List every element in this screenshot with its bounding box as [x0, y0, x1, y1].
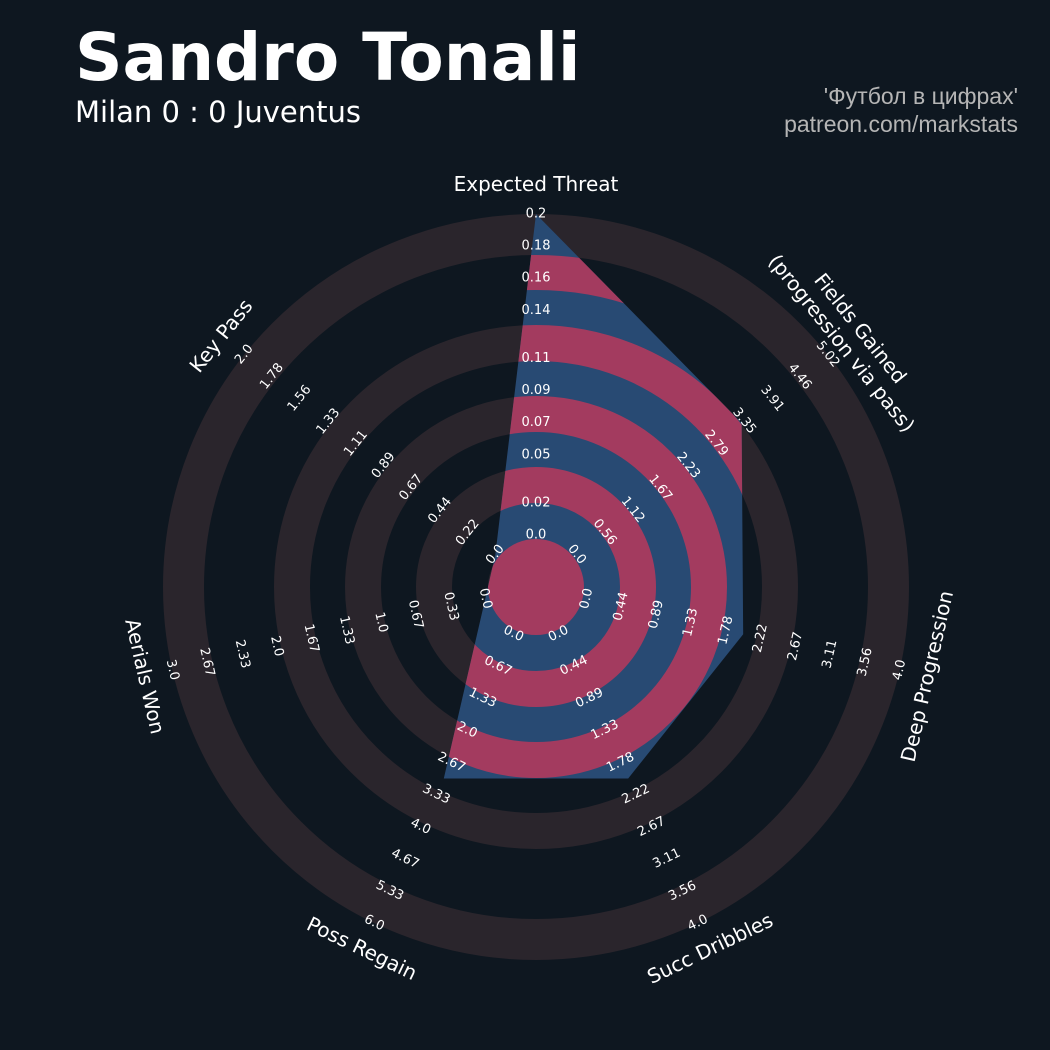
- tick-label: 2.67: [196, 646, 217, 678]
- tick-label: 0.18: [522, 239, 551, 254]
- tick-label: 0.07: [522, 415, 551, 430]
- tick-label: 0.16: [522, 271, 551, 286]
- tick-label: 0.05: [522, 447, 551, 462]
- tick-label: 1.67: [301, 623, 322, 655]
- tick-label: 2.22: [750, 622, 771, 654]
- tick-label: 2.0: [267, 634, 286, 658]
- tick-label: 0.0: [577, 587, 596, 611]
- tick-label: 0.89: [646, 599, 667, 631]
- highlight-ring: [443, 396, 727, 778]
- highlight-ring: [488, 539, 584, 635]
- tick-label: 0.33: [440, 591, 461, 623]
- axis-label: Expected Threat: [454, 172, 619, 196]
- tick-label: 2.67: [785, 630, 806, 662]
- credit: 'Футбол в цифрах': [824, 83, 1018, 109]
- highlight-ring: [443, 467, 656, 707]
- tick-label: 0.09: [522, 383, 551, 398]
- tick-label: 3.0: [163, 658, 182, 682]
- tick-label: 2.33: [232, 638, 253, 670]
- tick-label: 1.33: [680, 607, 701, 639]
- tick-label: 1.0: [371, 611, 390, 635]
- tick-label: 0.02: [522, 495, 551, 510]
- tick-label: 0.0: [526, 528, 547, 543]
- tick-label: 3.11: [819, 638, 840, 670]
- tick-label: 3.56: [855, 646, 876, 678]
- tick-label: 1.33: [336, 614, 357, 646]
- chart-subtitle: Milan 0 : 0 Juventus: [75, 95, 361, 129]
- tick-label: 0.67: [405, 599, 426, 631]
- highlight-rings: [443, 255, 744, 779]
- chart-title: Sandro Tonali: [75, 19, 581, 96]
- tick-label: 0.0: [476, 587, 495, 611]
- tick-label: 0.11: [522, 351, 551, 366]
- axis-label-line: Expected Threat: [454, 172, 619, 196]
- credit: patreon.com/markstats: [784, 111, 1018, 137]
- tick-label: 0.14: [522, 303, 551, 318]
- tick-label: 0.2: [526, 207, 547, 222]
- tick-label: 0.44: [611, 591, 632, 623]
- highlight-ring: [443, 255, 744, 779]
- tick-label: 1.78: [715, 615, 736, 647]
- highlight-ring: [443, 325, 744, 779]
- tick-label: 4.0: [890, 658, 909, 682]
